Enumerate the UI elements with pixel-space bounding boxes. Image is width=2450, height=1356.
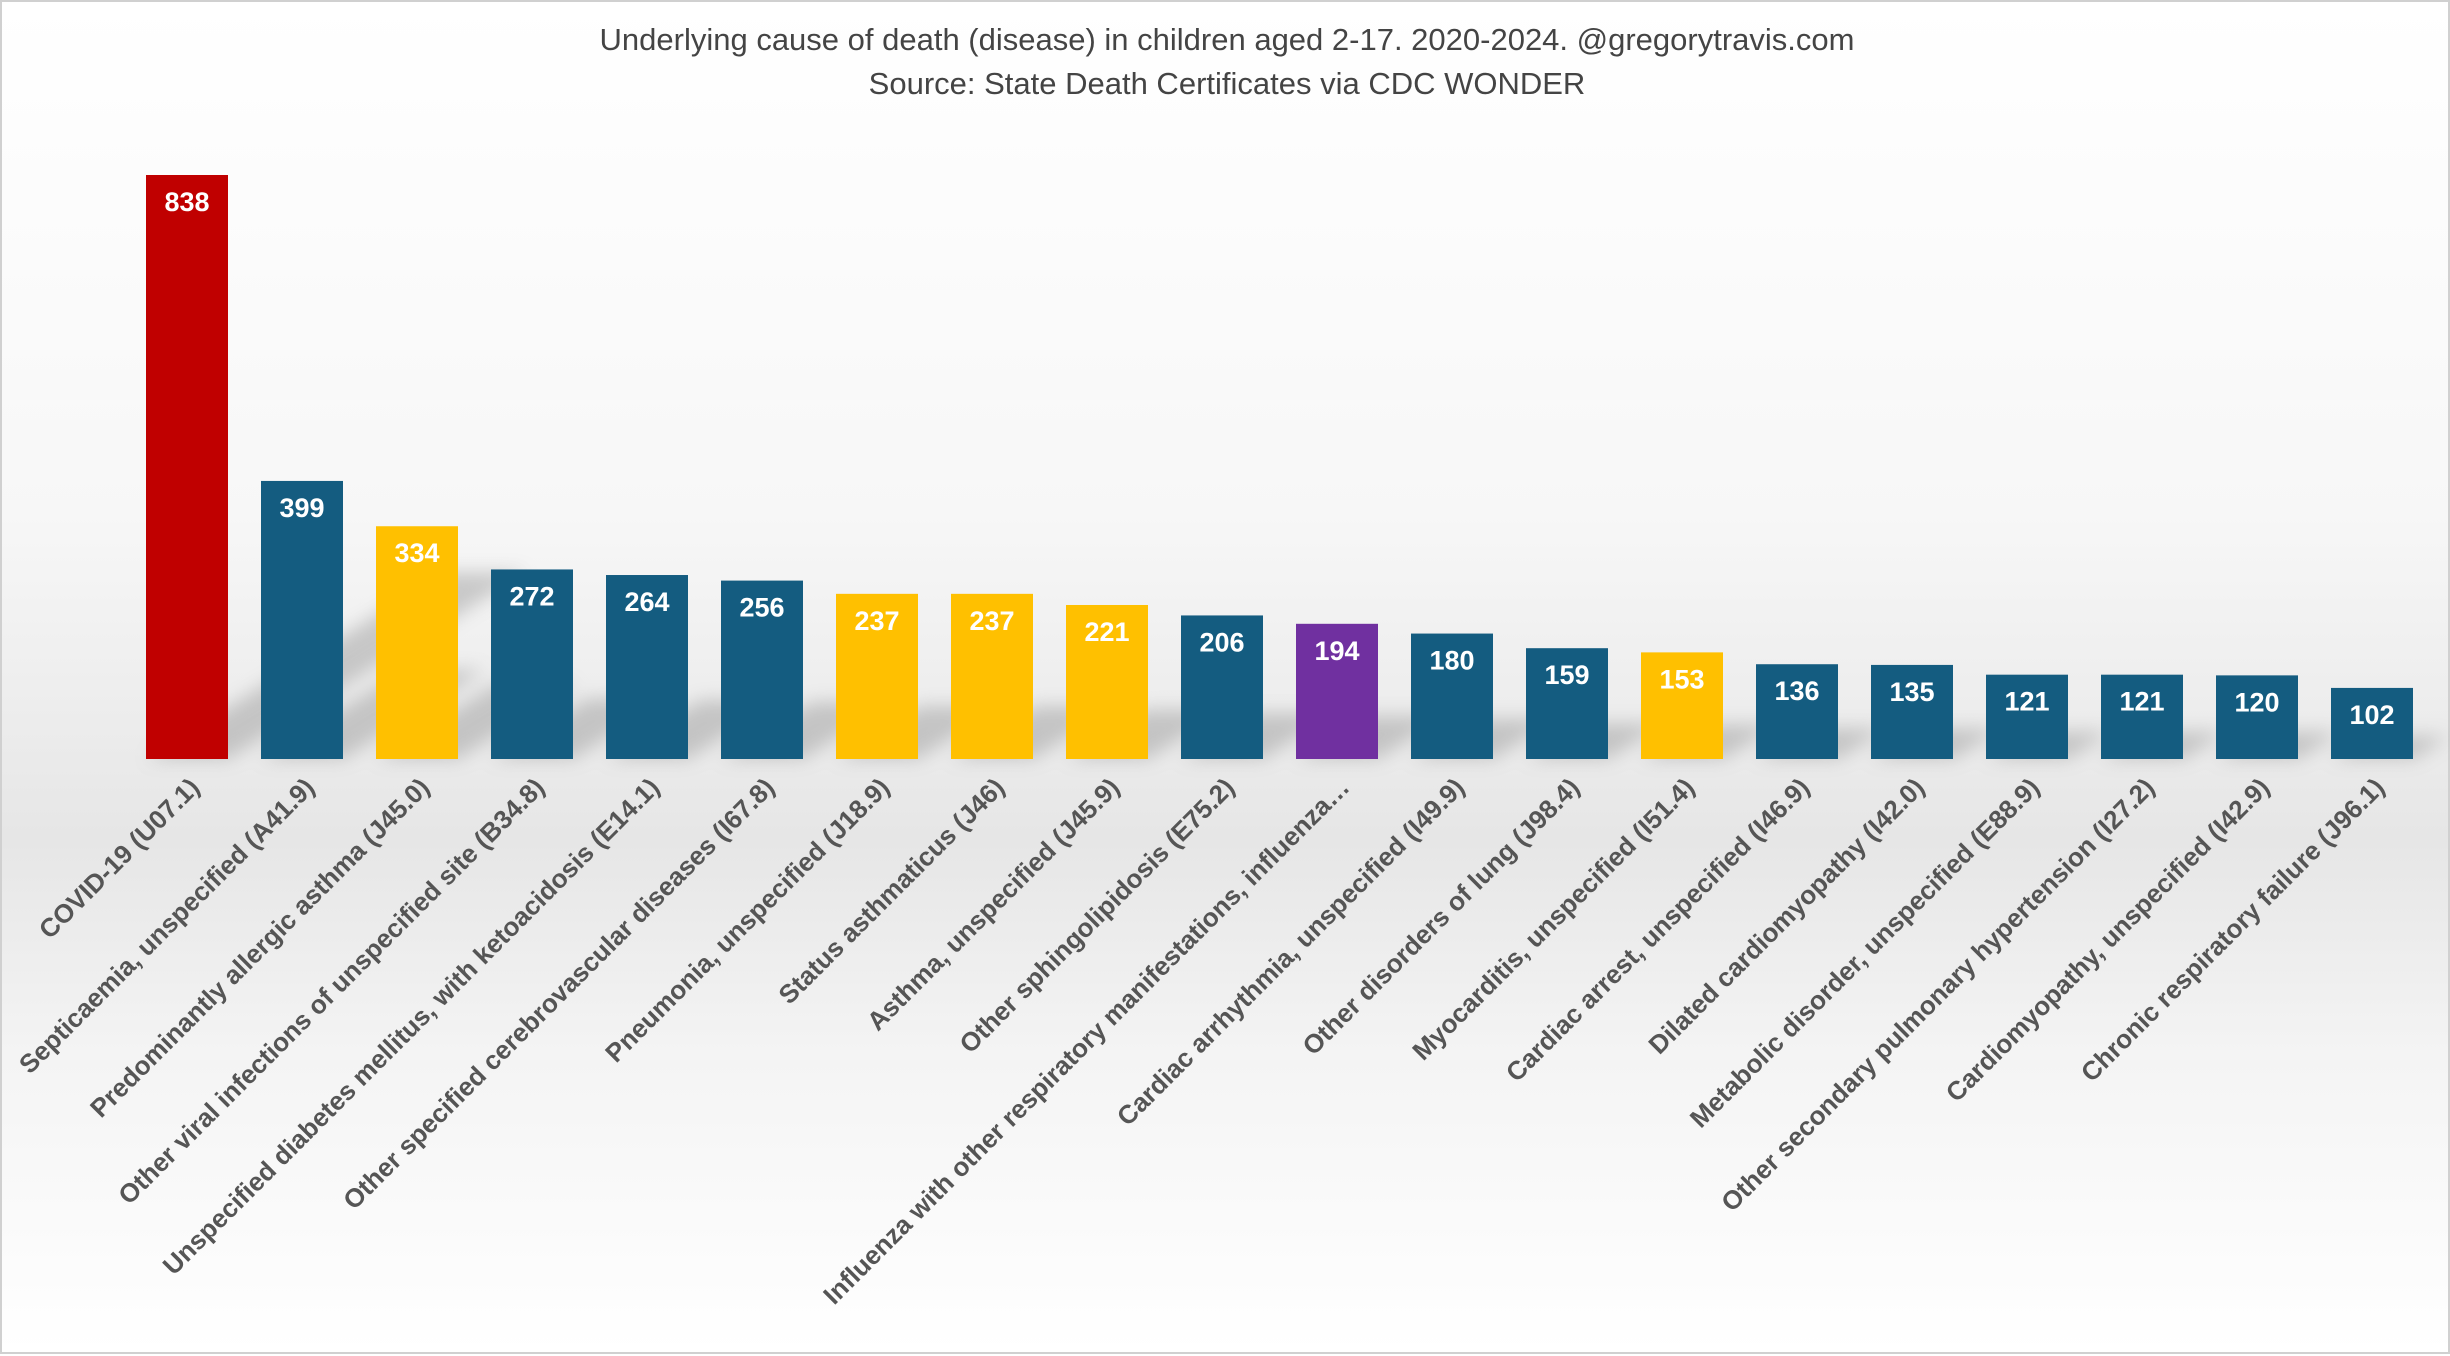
category-label: Influenza with other respiratory manifes…: [817, 772, 1355, 1310]
bar: [1066, 604, 1148, 759]
bar: [721, 580, 803, 759]
bar: [836, 593, 918, 759]
bar: [606, 575, 688, 759]
data-label: 256: [739, 593, 784, 623]
bar: [146, 175, 228, 759]
data-label: 272: [509, 581, 554, 611]
chart-title: Underlying cause of death (disease) in c…: [599, 22, 1855, 57]
data-label: 838: [164, 187, 209, 217]
category-label: Other secondary pulmonary hypertension (…: [1715, 772, 2160, 1217]
category-label: Other specified cerebrovascular diseases…: [337, 772, 780, 1215]
bar: [1871, 664, 1953, 759]
bar: [2331, 687, 2413, 759]
bar: [1526, 648, 1608, 759]
category-label: Status asthmaticus (J46): [772, 772, 1010, 1010]
bar: [1411, 633, 1493, 759]
chart-subtitle: Source: State Death Certificates via CDC…: [868, 66, 1586, 101]
data-label: 136: [1774, 676, 1819, 706]
data-label: 153: [1659, 664, 1704, 694]
data-label: 206: [1199, 627, 1244, 657]
bar: [1756, 664, 1838, 759]
bar: [2101, 674, 2183, 759]
data-label: 180: [1429, 646, 1474, 676]
category-label: Other viral infections of unspecified si…: [112, 772, 550, 1210]
data-label: 237: [854, 606, 899, 636]
bar: [261, 480, 343, 759]
bar: [491, 569, 573, 759]
data-label: 334: [394, 538, 439, 568]
bar: [1181, 615, 1263, 759]
data-label: 121: [2119, 687, 2164, 717]
bar: [376, 526, 458, 759]
bar: [1296, 623, 1378, 759]
data-label: 121: [2004, 687, 2049, 717]
data-label: 237: [969, 606, 1014, 636]
data-label: 159: [1544, 660, 1589, 690]
data-label: 264: [624, 587, 669, 617]
bar: [1641, 652, 1723, 759]
data-label: 221: [1084, 617, 1129, 647]
data-label: 102: [2349, 700, 2394, 730]
data-label: 399: [279, 493, 324, 523]
bar: [1986, 674, 2068, 759]
bar: [2216, 675, 2298, 759]
bar: [951, 593, 1033, 759]
data-label: 120: [2234, 687, 2279, 717]
data-label: 135: [1889, 677, 1934, 707]
data-label: 194: [1314, 636, 1359, 666]
